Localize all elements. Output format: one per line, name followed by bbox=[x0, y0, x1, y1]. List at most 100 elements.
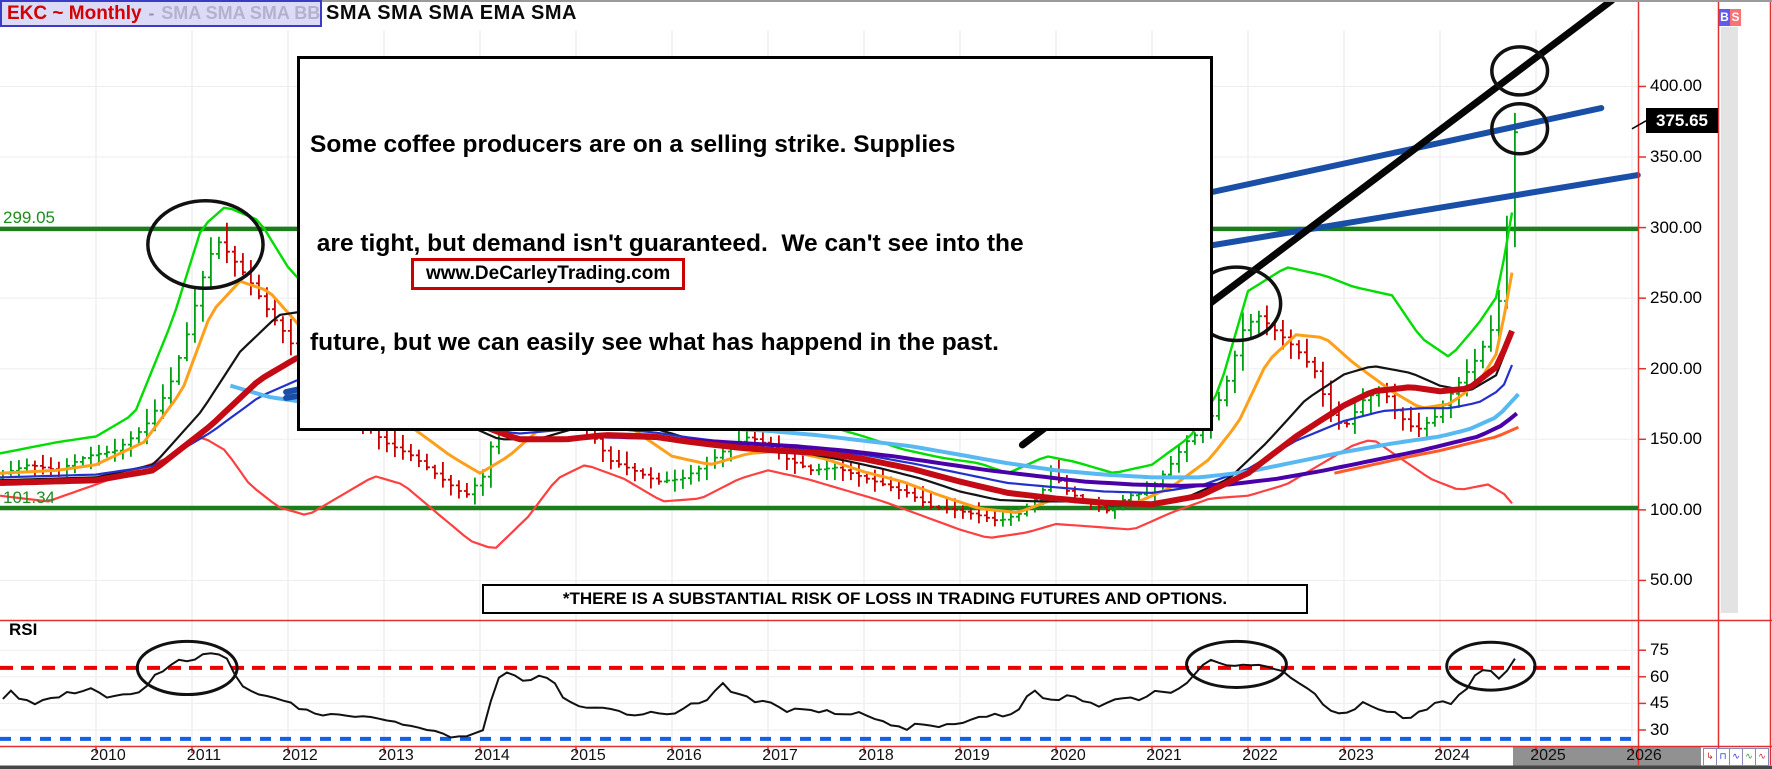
active-indicator-labels: SMA SMA SMA EMA SMA bbox=[326, 2, 577, 24]
ohlc-bar bbox=[407, 444, 414, 462]
ohlc-bar bbox=[1407, 406, 1414, 432]
year-axis-label: 2022 bbox=[1242, 747, 1278, 764]
year-axis-label: 2019 bbox=[954, 747, 990, 764]
ohlc-bar bbox=[1167, 456, 1174, 479]
ohlc-bar bbox=[1511, 112, 1518, 248]
ohlc-bar bbox=[479, 469, 486, 496]
ohlc-bar bbox=[695, 465, 702, 482]
ohlc-bar bbox=[1311, 356, 1318, 379]
circle-annotation bbox=[1490, 45, 1550, 97]
support-level-label: 101.34 bbox=[3, 488, 55, 507]
time-scrollbar[interactable] bbox=[1513, 747, 1701, 767]
ohlc-bar bbox=[199, 270, 206, 322]
tool-step[interactable]: ⊓ bbox=[1716, 748, 1730, 766]
ohlc-bar bbox=[1303, 338, 1310, 368]
ohlc-bar bbox=[647, 467, 654, 489]
ohlc-bar bbox=[191, 287, 198, 343]
ohlc-bar bbox=[639, 468, 646, 479]
year-axis-label: 2021 bbox=[1146, 747, 1182, 764]
year-axis-label: 2016 bbox=[666, 747, 702, 764]
ohlc-bar bbox=[159, 384, 166, 419]
tool-wave-blue[interactable]: ∿ bbox=[1729, 748, 1743, 766]
ohlc-bar bbox=[127, 431, 134, 457]
price-axis-label: 250.00 bbox=[1650, 288, 1702, 308]
year-axis-label: 2023 bbox=[1338, 747, 1374, 764]
ohlc-bar bbox=[1191, 432, 1198, 445]
top-border bbox=[0, 0, 1772, 2]
tool-wave-green[interactable]: ∿ bbox=[1742, 748, 1756, 766]
circle-annotation-rsi bbox=[135, 639, 239, 697]
circle-annotation bbox=[1490, 102, 1550, 156]
price-axis-label: 350.00 bbox=[1650, 147, 1702, 166]
watermark-link[interactable]: www.DeCarleyTrading.com bbox=[411, 258, 686, 290]
ohlc-bar bbox=[31, 460, 38, 477]
symbol-dropdown[interactable]: EKC ~ Monthly - SMA SMA SMA BB ▼ bbox=[0, 0, 322, 27]
ohlc-bar bbox=[967, 508, 974, 520]
ohlc-bar bbox=[455, 480, 462, 499]
ohlc-bar bbox=[671, 469, 678, 492]
tool-arrow[interactable]: ↳ bbox=[1703, 748, 1717, 766]
ohlc-bar bbox=[631, 463, 638, 482]
ohlc-bar bbox=[799, 454, 806, 469]
rsi-axis-label: 45 bbox=[1650, 693, 1669, 713]
ohlc-bar bbox=[423, 453, 430, 471]
year-axis-label: 2025 bbox=[1530, 747, 1566, 764]
ohlc-bar bbox=[287, 318, 294, 356]
ohlc-bar bbox=[279, 316, 286, 344]
ohlc-bar bbox=[487, 441, 494, 488]
ohlc-bar bbox=[703, 456, 710, 481]
sma-slow-line bbox=[0, 329, 1515, 508]
rsi-pane-title: RSI bbox=[9, 620, 38, 639]
sell-button[interactable]: S bbox=[1730, 9, 1741, 26]
ohlc-bar bbox=[711, 449, 718, 469]
ohlc-bar bbox=[1471, 348, 1478, 384]
last-price-badge: 375.65 bbox=[1646, 108, 1718, 133]
ohlc-bar bbox=[383, 430, 390, 453]
ohlc-bar bbox=[895, 479, 902, 500]
ohlc-bar bbox=[1295, 340, 1302, 360]
year-axis-label: 2017 bbox=[762, 747, 798, 764]
ohlc-bar bbox=[1175, 444, 1182, 473]
ohlc-bar bbox=[391, 429, 398, 458]
ohlc-bar bbox=[247, 260, 254, 296]
ohlc-bar bbox=[863, 473, 870, 484]
price-axis-label: 300.00 bbox=[1650, 217, 1702, 237]
ohlc-bar bbox=[855, 463, 862, 487]
ohlc-bar bbox=[439, 462, 446, 488]
ohlc-bar bbox=[103, 445, 110, 458]
ohlc-bar bbox=[431, 464, 438, 479]
ohlc-bar bbox=[463, 483, 470, 498]
rsi-axis-label: 30 bbox=[1650, 720, 1669, 739]
price-axis-label: 100.00 bbox=[1650, 499, 1702, 519]
ohlc-bar bbox=[239, 253, 246, 276]
ohlc-bar bbox=[1287, 329, 1294, 359]
year-axis-label: 2011 bbox=[186, 747, 222, 764]
year-axis-label: 2010 bbox=[90, 747, 126, 764]
symbol-separator: - bbox=[148, 3, 155, 23]
ohlc-bar bbox=[111, 438, 118, 462]
ohlc-bar bbox=[943, 498, 950, 514]
ohlc-bar bbox=[1215, 391, 1222, 421]
sma-fast-line bbox=[0, 272, 1514, 514]
ohlc-bar bbox=[223, 222, 230, 264]
year-axis-label: 2012 bbox=[282, 747, 318, 764]
ohlc-bar bbox=[807, 464, 814, 475]
year-axis-label: 2020 bbox=[1050, 747, 1086, 764]
tool-wave-red[interactable]: ∿ bbox=[1755, 748, 1769, 766]
ohlc-bar bbox=[215, 236, 222, 259]
year-axis-label: 2024 bbox=[1434, 747, 1470, 764]
price-axis-label: 400.00 bbox=[1650, 76, 1702, 96]
buy-button[interactable]: B bbox=[1719, 9, 1730, 26]
risk-disclaimer: *THERE IS A SUBSTANTIAL RISK OF LOSS IN … bbox=[482, 584, 1308, 614]
ohlc-bar bbox=[815, 463, 822, 476]
ohlc-bar bbox=[831, 463, 838, 481]
ohlc-bar bbox=[175, 355, 182, 385]
bottom-border bbox=[0, 765, 1772, 769]
note-line-1: Some coffee producers are on a selling s… bbox=[310, 131, 956, 158]
ohlc-bar bbox=[847, 461, 854, 481]
ohlc-bar bbox=[959, 505, 966, 519]
price-scrollbar[interactable] bbox=[1721, 27, 1738, 613]
ohlc-bar bbox=[1495, 290, 1502, 343]
ohlc-bar bbox=[271, 297, 278, 326]
